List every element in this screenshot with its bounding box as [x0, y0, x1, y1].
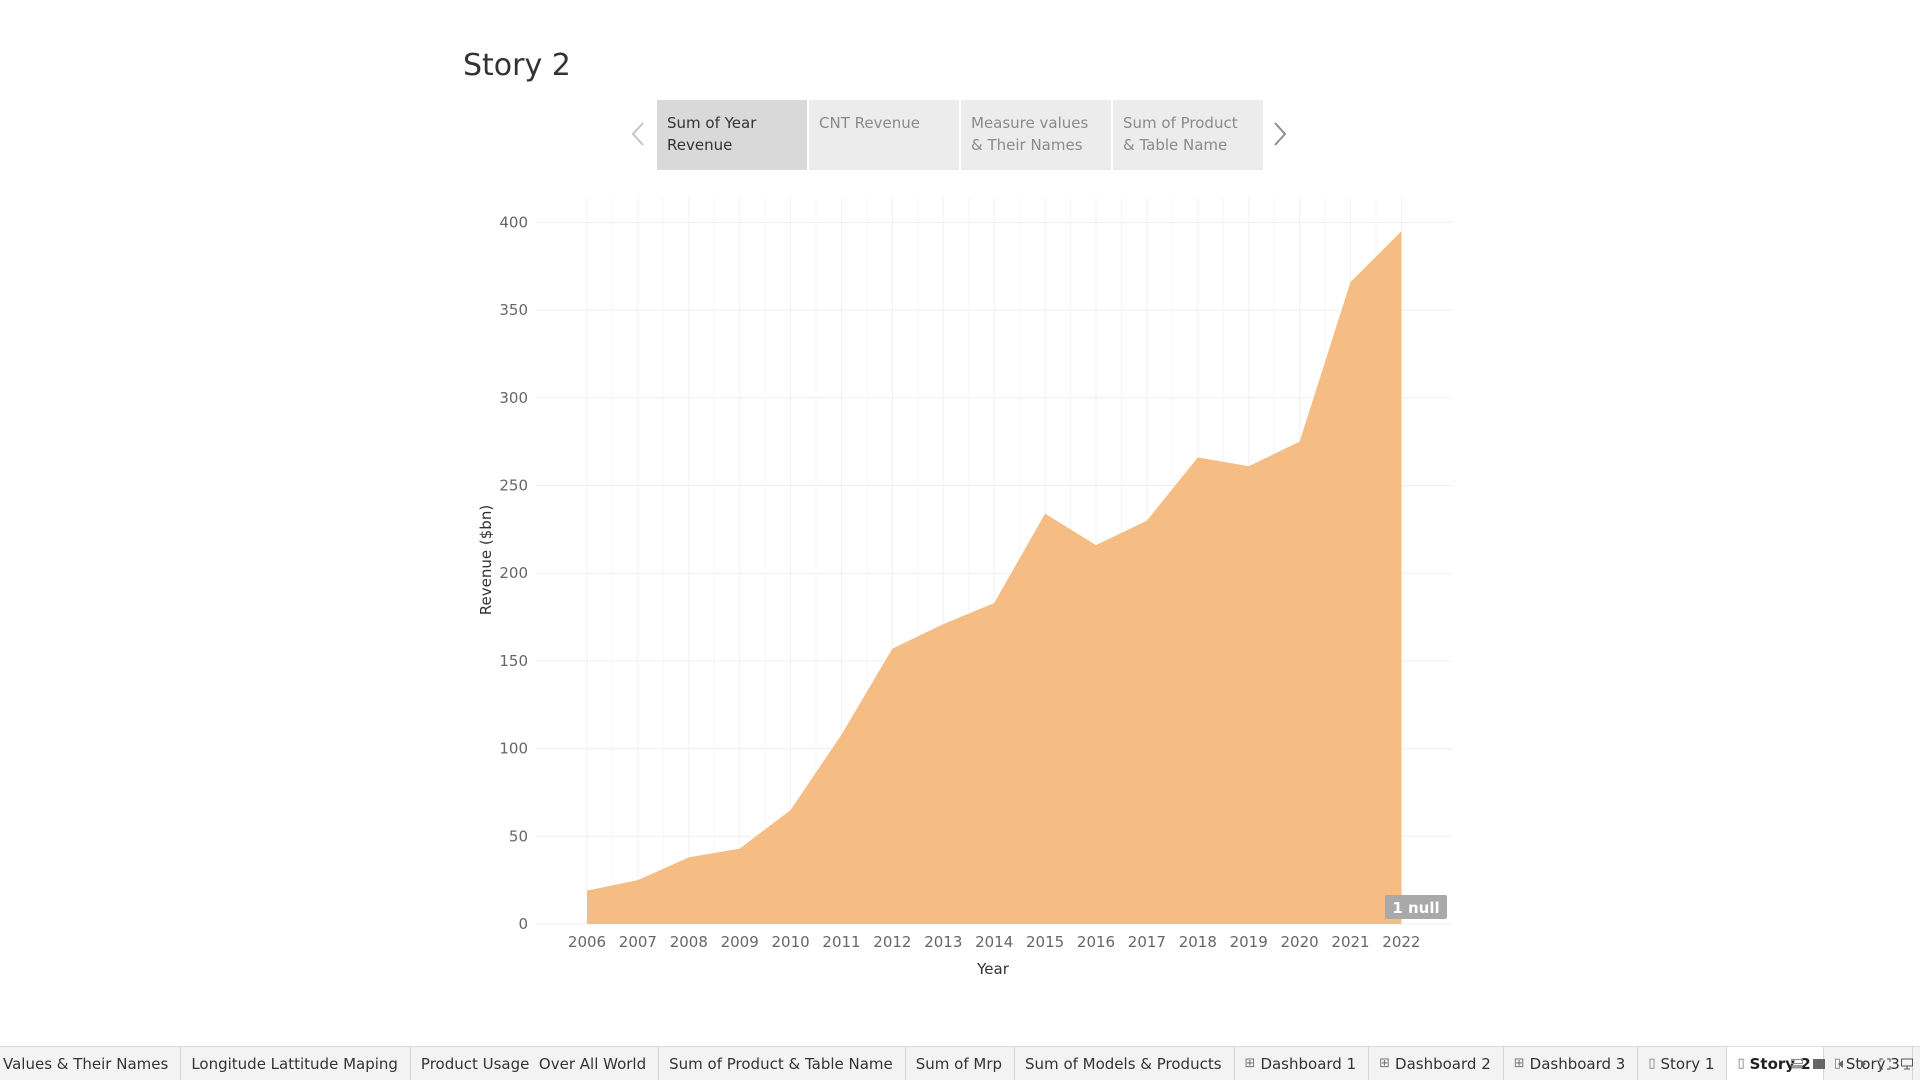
data-point-2009[interactable]: [737, 846, 743, 852]
x-tick-label: 2019: [1230, 933, 1268, 951]
sheet-tab-label: Dashboard 3: [1529, 1054, 1626, 1073]
story-point-sum-of-year-revenue[interactable]: Sum of Year Revenue: [657, 100, 807, 170]
sheet-tab-label: Sum of Models & Products: [1025, 1054, 1222, 1073]
dashboard-icon: ⊞: [1513, 1056, 1525, 1071]
x-axis-title: Year: [976, 960, 1010, 978]
next-sheet-icon[interactable]: [1856, 1057, 1870, 1071]
data-point-2013[interactable]: [940, 621, 946, 627]
y-tick-label: 200: [499, 564, 528, 582]
y-tick-label: 300: [499, 389, 528, 407]
story-title: Story 2: [463, 48, 571, 83]
story-icon: ▯: [1833, 1056, 1841, 1071]
present-icon[interactable]: [1900, 1057, 1914, 1071]
sheet-tab-product-usage[interactable]: Product Usage Over All World: [411, 1047, 660, 1080]
data-point-2020[interactable]: [1297, 439, 1303, 445]
previous-sheet-icon[interactable]: [1834, 1057, 1848, 1071]
x-tick-label: 2008: [670, 933, 708, 951]
story-icon: ▯: [1737, 1056, 1745, 1071]
x-tick-label: 2021: [1331, 933, 1369, 951]
show-filmstrip-icon[interactable]: [1790, 1057, 1804, 1071]
data-point-2017[interactable]: [1144, 518, 1150, 524]
y-axis-ticks: 0 50 100 150 200 250 300 350 400: [499, 213, 528, 933]
story-point-cnt-revenue[interactable]: CNT Revenue: [809, 100, 959, 170]
x-tick-label: 2012: [873, 933, 911, 951]
sheet-tab-longitude-lattitude[interactable]: Longitude Lattitude Maping: [181, 1047, 411, 1080]
sheet-tab-label: Longitude Lattitude Maping: [191, 1054, 398, 1073]
sheet-tab-label: Product Usage Over All World: [420, 1054, 647, 1073]
sheet-tab-sum-of-models[interactable]: Sum of Models & Products: [1015, 1047, 1235, 1080]
null-indicator-label: 1 null: [1392, 899, 1439, 917]
chevron-left-icon[interactable]: [628, 118, 648, 150]
sheet-tab-label: Sum of Mrp: [915, 1054, 1003, 1073]
sheet-tab-controls: [1790, 1052, 1914, 1076]
data-point-2019[interactable]: [1246, 463, 1252, 469]
x-tick-label: 2020: [1281, 933, 1319, 951]
sheet-tab-dashboard-3[interactable]: ⊞ Dashboard 3: [1504, 1047, 1639, 1080]
x-tick-label: 2015: [1026, 933, 1064, 951]
y-axis-title: Revenue ($bn): [477, 505, 495, 615]
data-point-2007[interactable]: [635, 877, 641, 883]
y-tick-label: 400: [499, 213, 528, 231]
sheet-tab-label: Sum of Product & Table Name: [669, 1054, 893, 1073]
sheet-tab-label: Story 3: [1845, 1054, 1900, 1073]
x-tick-label: 2014: [975, 933, 1013, 951]
data-point-2006[interactable]: [584, 888, 590, 894]
story-point-measure-values[interactable]: Measure values & Their Names: [961, 100, 1111, 170]
x-tick-label: 2017: [1128, 933, 1166, 951]
data-point-2011[interactable]: [839, 732, 845, 738]
data-point-2012[interactable]: [889, 646, 895, 652]
x-tick-label: 2011: [822, 933, 860, 951]
sheet-tab-values-their-names[interactable]: Values & Their Names: [0, 1047, 182, 1080]
x-tick-label: 2018: [1179, 933, 1217, 951]
data-point-2022[interactable]: [1398, 228, 1404, 234]
x-tick-label: 2013: [924, 933, 962, 951]
data-point-2016[interactable]: [1093, 542, 1099, 548]
y-tick-label: 100: [499, 740, 528, 758]
data-point-2010[interactable]: [788, 807, 794, 813]
dashboard-icon: ⊞: [1244, 1056, 1256, 1071]
data-point-2018[interactable]: [1195, 454, 1201, 460]
revenue-area[interactable]: [587, 231, 1402, 925]
y-tick-label: 0: [518, 915, 528, 933]
chevron-right-icon[interactable]: [1270, 118, 1290, 150]
presentation-mode-icon[interactable]: [1878, 1057, 1892, 1071]
data-point-2014[interactable]: [991, 600, 997, 606]
x-tick-label: 2009: [721, 933, 759, 951]
sheet-tab-dashboard-2[interactable]: ⊞ Dashboard 2: [1369, 1047, 1504, 1080]
y-tick-label: 50: [509, 827, 528, 845]
x-tick-label: 2022: [1382, 933, 1420, 951]
y-tick-label: 350: [499, 301, 528, 319]
story-icon: ▯: [1648, 1056, 1656, 1071]
sheet-tab-label: Story 1: [1660, 1054, 1715, 1073]
x-tick-label: 2007: [619, 933, 657, 951]
data-point-2008[interactable]: [686, 854, 692, 860]
sheet-tab-sum-of-mrp[interactable]: Sum of Mrp: [906, 1047, 1016, 1080]
data-point-2021[interactable]: [1348, 279, 1354, 285]
sheet-tab-dashboard-1[interactable]: ⊞ Dashboard 1: [1235, 1047, 1370, 1080]
x-tick-label: 2010: [772, 933, 810, 951]
y-tick-label: 150: [499, 652, 528, 670]
sheet-tab-bar: Values & Their Names Longitude Lattitude…: [0, 1046, 1920, 1080]
data-point-2015[interactable]: [1042, 511, 1048, 517]
y-tick-label: 250: [499, 477, 528, 495]
sheet-tab-label: Dashboard 2: [1395, 1054, 1491, 1073]
x-tick-label: 2006: [568, 933, 606, 951]
sheet-tab-story-1[interactable]: ▯ Story 1: [1638, 1047, 1728, 1080]
story-point-sum-of-product[interactable]: Sum of Product & Table Name: [1113, 100, 1263, 170]
sheet-tab-label: Dashboard 1: [1260, 1054, 1357, 1073]
dashboard-icon: ⊞: [1379, 1056, 1391, 1071]
chart-area-layer: [584, 228, 1404, 925]
x-axis-ticks: 2006 2007 2008 2009 2010 2011 2012 2013 2014 2015…: [568, 933, 1421, 951]
story-navigator: Sum of Year Revenue CNT Revenue Measure …: [657, 100, 1263, 170]
sheet-tab-label: Values & Their Names: [3, 1054, 169, 1073]
sheet-tab-sum-of-product[interactable]: Sum of Product & Table Name: [659, 1047, 906, 1080]
null-indicator[interactable]: 1 null: [1385, 895, 1447, 919]
show-tabs-icon[interactable]: [1812, 1057, 1826, 1071]
x-tick-label: 2016: [1077, 933, 1115, 951]
